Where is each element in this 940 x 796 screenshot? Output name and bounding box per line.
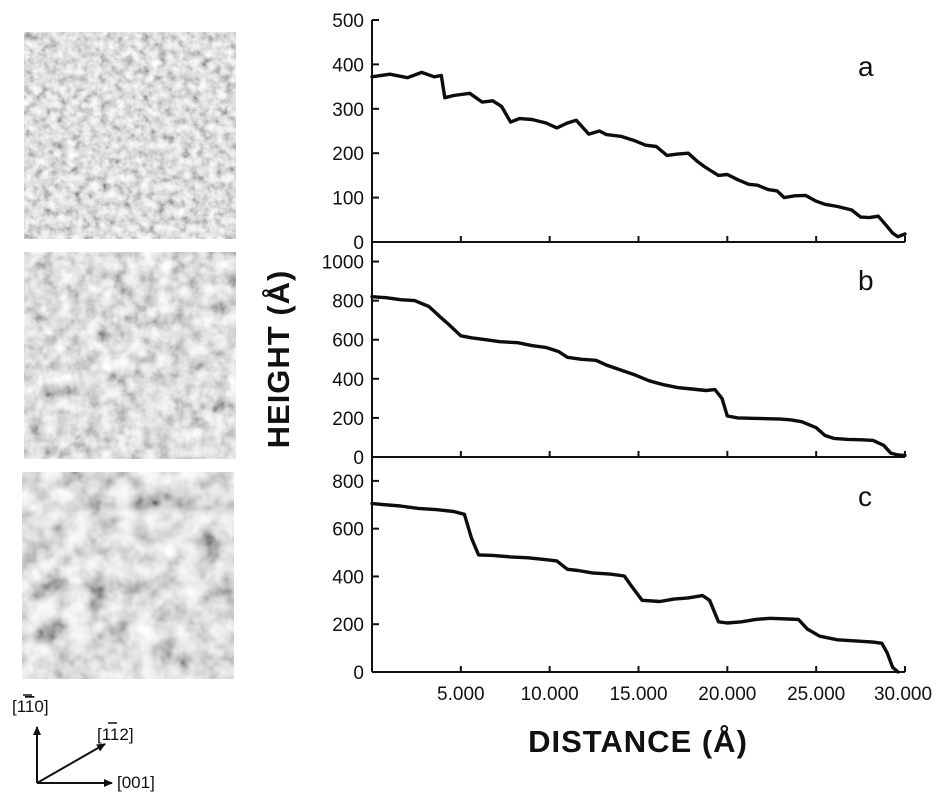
- y-tick-label-b-3: 600: [332, 331, 364, 352]
- direction-label-vertical: [110]: [12, 697, 49, 716]
- x-tick-label-3: 20.000: [698, 684, 756, 705]
- direction-label-diagonal: [112]: [97, 725, 134, 744]
- y-tick-label-c-1: 200: [332, 615, 364, 636]
- x-tick-label-5: 30.000: [874, 684, 932, 705]
- direction-label-horizontal: [001]: [117, 773, 155, 792]
- y-tick-label-c-3: 600: [332, 520, 364, 541]
- profile-line-c: [370, 501, 900, 674]
- direction-indicator: [110] [112] [001]: [12, 694, 155, 792]
- panel-letter-c: c: [858, 481, 872, 512]
- x-tick-label-4: 25.000: [787, 684, 845, 705]
- stm-images: [22, 32, 236, 679]
- y-tick-label-c-4: 800: [332, 472, 364, 493]
- stm-image-a: [24, 32, 236, 239]
- y-axis-title: HEIGHT (Å): [261, 270, 296, 449]
- profile-line-b: [370, 295, 907, 458]
- stm-image-c: [22, 472, 234, 679]
- y-tick-label-a-1: 100: [332, 189, 364, 210]
- x-axis-title: DISTANCE (Å): [528, 724, 748, 759]
- arrow-diagonal: [36, 743, 106, 784]
- x-tick-label-0: 5.000: [437, 684, 485, 705]
- x-tick-label-1: 10.000: [521, 684, 579, 705]
- profile-line-a: [370, 70, 907, 239]
- y-tick-label-c-2: 400: [332, 567, 364, 588]
- y-tick-label-a-2: 200: [332, 144, 364, 165]
- chart-layer: 0100200300400500020040060080010000200400…: [322, 11, 932, 705]
- y-tick-label-c-0: 0: [353, 663, 364, 684]
- panel-letter-b: b: [858, 265, 874, 296]
- x-tick-label-2: 15.000: [609, 684, 667, 705]
- y-tick-label-a-5: 500: [332, 11, 364, 32]
- panel-letter-a: a: [858, 51, 874, 82]
- y-tick-label-a-3: 300: [332, 100, 364, 121]
- y-tick-label-b-0: 0: [353, 448, 364, 469]
- y-tick-label-b-1: 200: [332, 409, 364, 430]
- y-tick-label-b-5: 1000: [322, 253, 364, 274]
- stm-image-b: [24, 252, 236, 459]
- plot-frame: [371, 20, 905, 673]
- y-tick-label-b-2: 400: [332, 370, 364, 391]
- y-tick-label-b-4: 800: [332, 292, 364, 313]
- y-tick-label-a-4: 400: [332, 55, 364, 76]
- y-tick-label-a-0: 0: [353, 233, 364, 254]
